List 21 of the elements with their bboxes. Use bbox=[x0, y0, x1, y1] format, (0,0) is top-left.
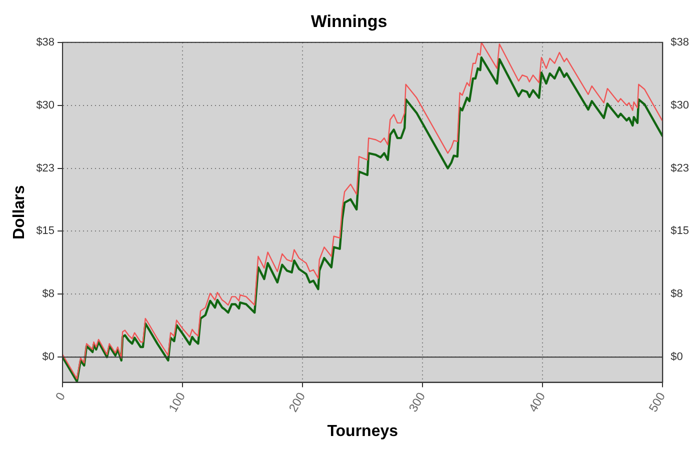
x-tick-label: 300 bbox=[406, 390, 428, 414]
y2-tick-label: $15 bbox=[670, 225, 690, 238]
y-tick-label: $38 bbox=[36, 36, 55, 48]
y-tick-label: $23 bbox=[36, 162, 55, 174]
x-tick-label: 0 bbox=[52, 390, 68, 403]
y-tick-label: $15 bbox=[36, 225, 55, 238]
chart-title: Winnings bbox=[310, 12, 388, 31]
y-tick-label: $0 bbox=[42, 351, 55, 364]
y2-tick-label: $23 bbox=[670, 162, 690, 174]
y2-tick-label: $38 bbox=[670, 36, 690, 48]
y2-tick-label: $30 bbox=[670, 99, 690, 112]
y-axis-title: Dollars bbox=[11, 185, 28, 240]
x-tick-label: 400 bbox=[526, 390, 548, 414]
x-tick-label: 200 bbox=[286, 390, 308, 414]
y2-tick-label: $0 bbox=[670, 351, 683, 364]
x-tick-label: 100 bbox=[166, 390, 188, 414]
y-tick-label: $8 bbox=[42, 288, 55, 300]
y-tick-label: $30 bbox=[36, 99, 55, 112]
x-axis-title: Tourneys bbox=[327, 422, 398, 440]
x-tick-label: 500 bbox=[646, 390, 668, 414]
y2-tick-label: $8 bbox=[670, 288, 683, 300]
